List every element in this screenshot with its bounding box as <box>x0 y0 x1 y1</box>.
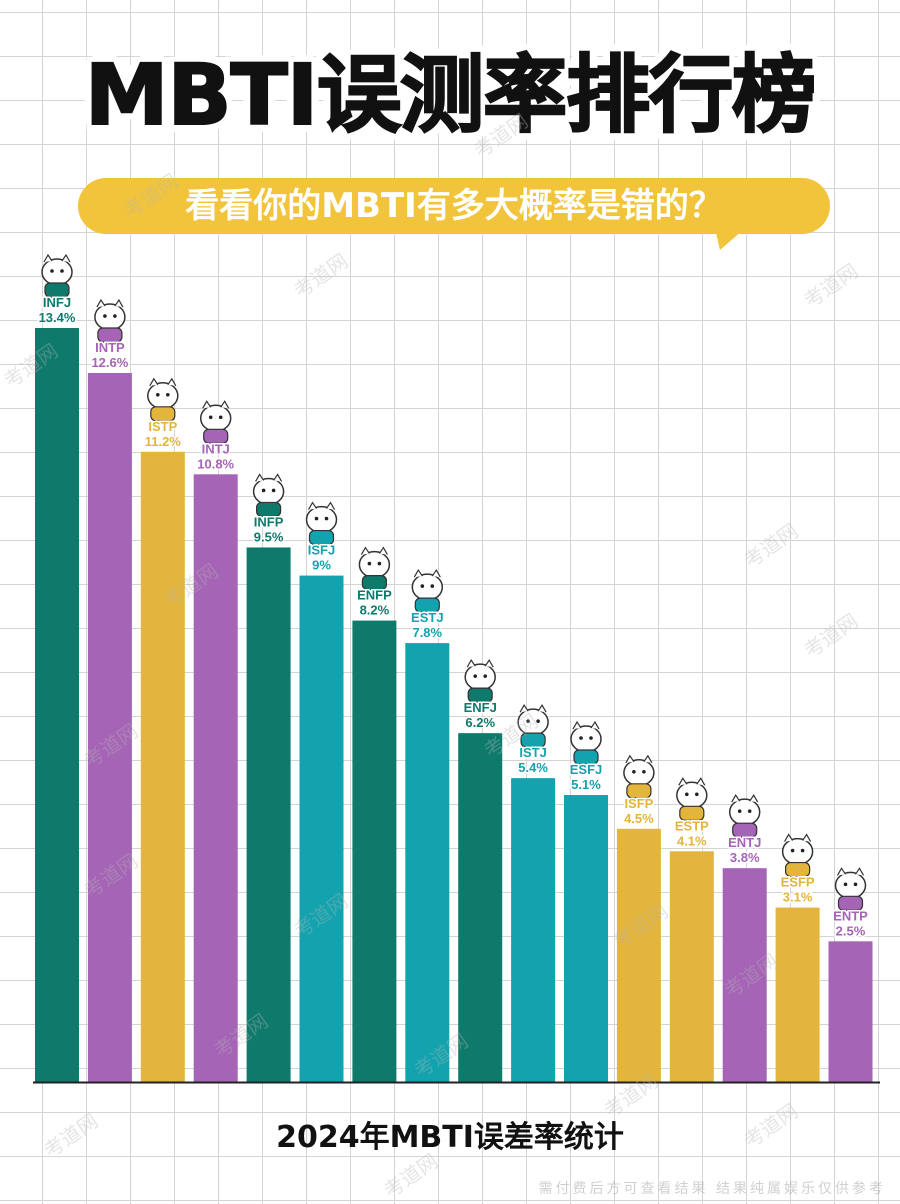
bar-category-label: INTP <box>95 340 125 355</box>
bar-isfp <box>616 828 661 1082</box>
bar-value-label: 13.4% <box>39 310 76 325</box>
bar-entp <box>828 941 873 1082</box>
bar-category-label: ISFJ <box>308 543 335 558</box>
bar-enfp <box>352 620 397 1082</box>
mascot-icon <box>464 658 496 703</box>
bar-value-label: 10.8% <box>197 456 234 471</box>
bar-value-label: 3.1% <box>783 890 813 905</box>
bar-category-label: ESFP <box>781 875 815 890</box>
mascot-icon <box>41 253 73 298</box>
bar-value-label: 6.2% <box>465 715 495 730</box>
mascot-icon <box>570 720 602 765</box>
bar-esfj <box>564 795 608 1082</box>
bar-category-label: ESFJ <box>570 762 603 777</box>
bar-infp <box>246 547 291 1082</box>
chart-footer: 2024年MBTI误差率统计 <box>276 1120 624 1155</box>
disclaimer-text: 需付费后方可查看结果 结果纯属娱乐仅供参考 <box>538 1181 886 1197</box>
mascot-icon <box>305 501 338 546</box>
bar-value-label: 11.2% <box>145 434 182 449</box>
bar-category-label: ENTP <box>833 908 868 923</box>
bar-value-label: 5.1% <box>571 777 601 792</box>
bar-value-label: 9% <box>312 558 331 573</box>
bar-value-label: 5.4% <box>518 760 548 775</box>
bar-intp <box>87 373 132 1083</box>
bar-category-label: INTJ <box>202 441 230 456</box>
bar-estj <box>405 643 450 1082</box>
mascot-icon <box>147 377 179 422</box>
mascot-icon <box>834 867 867 911</box>
bar-istj <box>511 778 556 1082</box>
bar-category-label: ISTJ <box>519 745 546 760</box>
mascot-icon <box>623 754 655 799</box>
mascot-icon <box>676 777 708 821</box>
mascot-icon <box>199 400 232 444</box>
bar-category-label: ESTP <box>675 818 709 833</box>
bar-istp <box>140 451 185 1083</box>
bar-category-label: ESTJ <box>411 610 444 625</box>
bar-esfp <box>775 907 820 1082</box>
bar-intj <box>193 474 238 1083</box>
bar-category-label: INFP <box>254 514 284 529</box>
mascot-icon <box>252 473 285 518</box>
bar-value-label: 3.8% <box>730 850 760 865</box>
bar-value-label: 4.1% <box>677 833 707 848</box>
bar-category-label: ISTP <box>148 419 177 434</box>
bar-entj <box>722 868 767 1082</box>
bar-enfj <box>458 733 503 1082</box>
bar-value-label: 4.5% <box>624 811 654 826</box>
bar-value-label: 9.5% <box>254 529 284 544</box>
bar-category-label: ENFJ <box>464 700 497 715</box>
bar-infj <box>35 328 79 1082</box>
mascot-icon <box>517 704 549 748</box>
bar-estp <box>669 851 714 1082</box>
bar-category-label: ENTJ <box>728 835 761 850</box>
mascot-icon <box>94 298 126 343</box>
bar-category-label: ENFP <box>357 588 392 603</box>
mascot-icon <box>781 833 814 878</box>
bar-value-label: 12.6% <box>91 355 128 370</box>
chart-title: MBTI误测率排行榜 <box>84 45 817 145</box>
mascot-icon <box>358 546 391 591</box>
mascot-icon <box>728 794 761 838</box>
chart-subtitle: 看看你的MBTI有多大概率是错的？ <box>185 186 723 226</box>
bar-value-label: 8.2% <box>360 603 390 618</box>
bar-category-label: ISFP <box>624 796 653 811</box>
bar-isfj <box>299 575 344 1082</box>
subtitle-bubble <box>78 178 830 234</box>
bar-value-label: 2.5% <box>836 923 866 938</box>
mascot-icon <box>411 568 444 613</box>
bar-category-label: INFJ <box>43 295 71 310</box>
bar-value-label: 7.8% <box>412 625 442 640</box>
